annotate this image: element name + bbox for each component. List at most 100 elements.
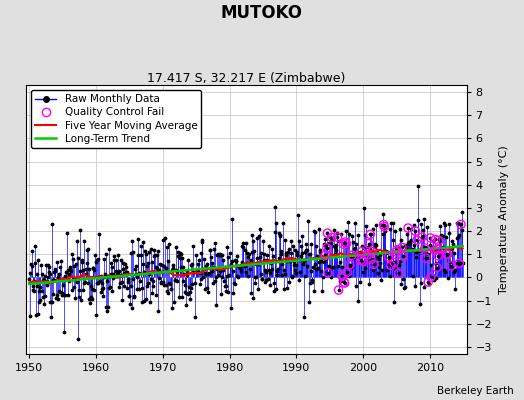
Point — [144, 280, 152, 286]
Point — [263, 252, 271, 258]
Point — [232, 258, 241, 264]
Point — [447, 263, 455, 269]
Point — [443, 251, 452, 258]
Point — [312, 266, 320, 272]
Point — [246, 257, 255, 263]
Point — [235, 264, 243, 270]
Point — [238, 259, 247, 266]
Point — [411, 228, 420, 234]
Point — [244, 273, 252, 279]
Point — [56, 289, 64, 295]
Point — [263, 257, 271, 264]
Point — [102, 251, 110, 257]
Point — [307, 241, 315, 247]
Point — [394, 244, 402, 250]
Point — [341, 280, 349, 286]
Point — [392, 245, 400, 251]
Point — [375, 264, 384, 270]
Point — [201, 286, 209, 292]
Point — [418, 232, 427, 239]
Point — [332, 241, 341, 248]
Point — [48, 220, 56, 227]
Point — [320, 241, 329, 248]
Point — [62, 276, 71, 282]
Point — [447, 263, 455, 269]
Point — [314, 265, 322, 272]
Point — [89, 265, 97, 271]
Point — [113, 269, 122, 276]
Point — [198, 238, 206, 245]
Point — [192, 268, 201, 274]
Point — [82, 266, 90, 272]
Point — [81, 271, 90, 277]
Point — [351, 245, 359, 252]
Point — [383, 267, 391, 273]
Point — [380, 223, 388, 230]
Point — [406, 240, 414, 246]
Point — [150, 247, 158, 254]
Point — [274, 265, 282, 272]
Point — [312, 243, 321, 249]
Point — [403, 240, 412, 246]
Point — [392, 249, 401, 255]
Point — [289, 242, 297, 249]
Point — [139, 239, 148, 246]
Point — [91, 252, 99, 258]
Point — [302, 246, 311, 253]
Point — [224, 289, 233, 295]
Point — [441, 268, 450, 275]
Point — [298, 250, 307, 256]
Point — [152, 264, 160, 270]
Point — [269, 252, 277, 259]
Point — [335, 238, 343, 244]
Point — [390, 259, 398, 266]
Point — [94, 256, 103, 262]
Point — [35, 299, 43, 305]
Point — [308, 279, 316, 285]
Point — [402, 244, 411, 250]
Point — [193, 267, 202, 273]
Point — [96, 278, 104, 284]
Point — [133, 286, 141, 292]
Point — [215, 252, 223, 258]
Point — [451, 286, 460, 292]
Point — [319, 274, 327, 281]
Point — [349, 239, 357, 246]
Point — [371, 243, 379, 249]
Point — [380, 223, 388, 230]
Point — [270, 204, 279, 210]
Point — [159, 278, 168, 285]
Point — [356, 249, 365, 256]
Point — [458, 259, 467, 266]
Point — [100, 256, 108, 262]
Point — [434, 253, 442, 259]
Point — [281, 250, 290, 256]
Point — [222, 283, 231, 290]
Point — [67, 268, 75, 274]
Point — [432, 274, 440, 281]
Point — [262, 276, 270, 283]
Point — [364, 244, 372, 251]
Point — [442, 234, 450, 240]
Point — [433, 264, 441, 271]
Point — [106, 284, 114, 290]
Point — [338, 273, 346, 279]
Point — [188, 281, 196, 287]
Point — [430, 275, 438, 281]
Point — [435, 223, 444, 230]
Point — [78, 256, 86, 263]
Point — [34, 257, 42, 264]
Point — [340, 241, 348, 248]
Point — [68, 250, 77, 257]
Point — [421, 245, 429, 251]
Point — [336, 278, 345, 284]
Point — [421, 244, 430, 250]
Point — [142, 296, 150, 302]
Point — [123, 285, 131, 291]
Point — [414, 247, 423, 254]
Point — [413, 182, 422, 189]
Point — [76, 268, 84, 274]
Point — [145, 271, 153, 277]
Point — [66, 265, 74, 272]
Point — [362, 251, 370, 258]
